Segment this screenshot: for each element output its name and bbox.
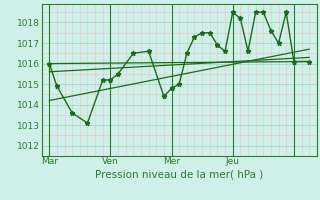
X-axis label: Pression niveau de la mer( hPa ): Pression niveau de la mer( hPa )	[95, 169, 263, 179]
